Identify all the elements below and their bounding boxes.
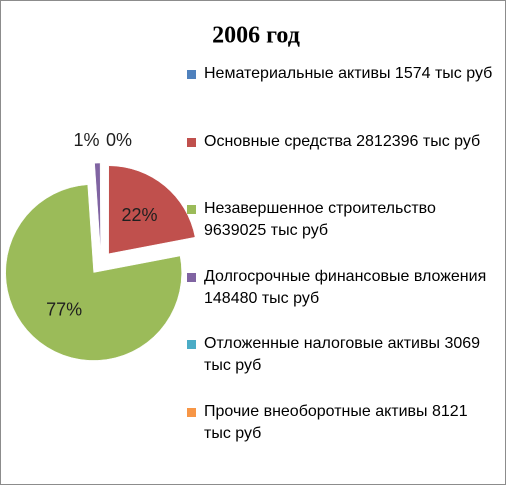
- legend-item: Нематериальные активы 1574 тыс руб: [187, 63, 497, 131]
- legend-label: Незавершенное строительство 9639025 тыс …: [204, 200, 436, 239]
- legend-item: Незавершенное строительство 9639025 тыс …: [187, 198, 497, 266]
- legend: Нематериальные активы 1574 тыс руб Основн…: [187, 63, 497, 468]
- data-label: 0%: [106, 130, 132, 150]
- legend-label: Прочие внеоборотные активы 8121 тыс руб: [204, 402, 468, 442]
- chart-title: 2006 год: [212, 23, 300, 49]
- legend-label: Основные средства 2812396 тыс руб: [204, 132, 481, 150]
- legend-swatch: [187, 205, 196, 214]
- data-label: 1%: [74, 130, 100, 150]
- legend-item: Основные средства 2812396 тыс руб: [187, 131, 497, 199]
- legend-swatch: [187, 137, 196, 147]
- pie-slice: [108, 165, 196, 255]
- legend-swatch: [187, 340, 196, 349]
- pie-slice: [94, 162, 101, 252]
- legend-label: Отложенные налоговые активы 3069 тыс руб: [204, 335, 481, 374]
- legend-swatch: [187, 407, 196, 417]
- legend-swatch: [187, 272, 196, 282]
- legend-swatch: [187, 70, 196, 79]
- legend-item: Долгосрочные финансовые вложения 148480 …: [187, 266, 497, 334]
- legend-label: Нематериальные активы 1574 тыс руб: [204, 65, 493, 82]
- legend-item: Прочие внеоборотные активы 8121 тыс руб: [187, 401, 497, 469]
- legend-item: Отложенные налоговые активы 3069 тыс руб: [187, 333, 497, 401]
- legend-label: Долгосрочные финансовые вложения 148480 …: [204, 267, 487, 307]
- data-label: 77%: [46, 300, 82, 320]
- pie-slice: [5, 184, 182, 361]
- data-label: 22%: [121, 205, 157, 225]
